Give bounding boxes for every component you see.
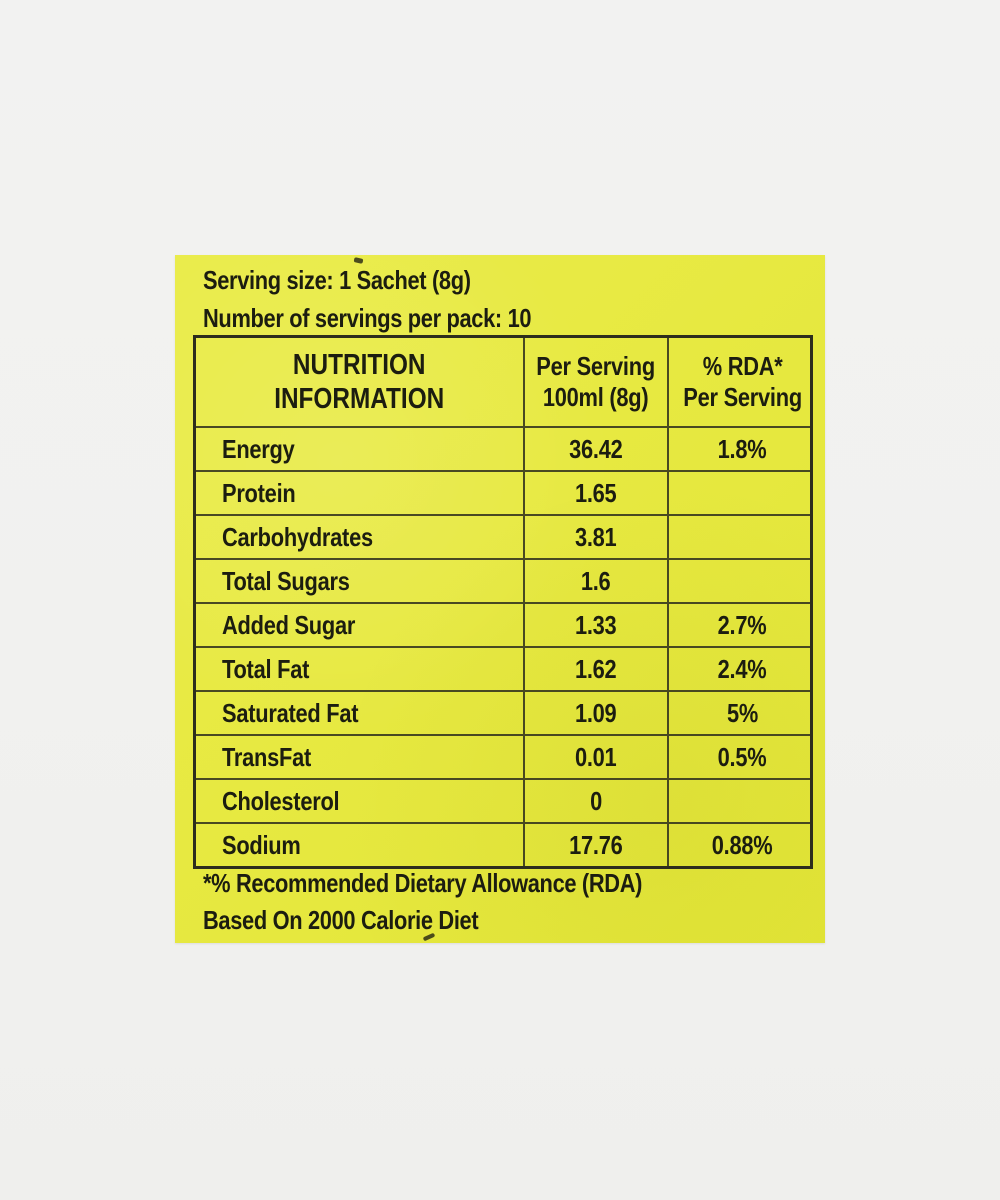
row-label-text: Protein [222,477,296,508]
row-per-serving-value: 1.62 [523,648,667,690]
row-label: Saturated Fat [196,692,523,734]
table-row-carbohydrates: Carbohydrates 3.81 [196,514,810,558]
row-label: Cholesterol [196,780,523,822]
row-per-serving-value: 1.65 [523,472,667,514]
row-per-serving-value: 0 [523,780,667,822]
row-per-serving-value: 0.01 [523,736,667,778]
row-per-serving-text: 3.81 [575,521,617,552]
header-cell-nutrition-information: NUTRITION INFORMATION [196,338,523,426]
row-rda-value: 2.7% [667,604,816,646]
header-nutrition-information-text: NUTRITION INFORMATION [274,349,445,415]
table-row-saturated-fat: Saturated Fat 1.09 5% [196,690,810,734]
footnote-rda-text: *% Recommended Dietary Allowance (RDA) [203,868,643,898]
row-rda-text: 0.88% [712,829,773,860]
row-per-serving-value: 17.76 [523,824,667,866]
row-rda-value: 5% [667,692,816,734]
row-per-serving-value: 3.81 [523,516,667,558]
table-row-transfat: TransFat 0.01 0.5% [196,734,810,778]
row-per-serving-value: 1.6 [523,560,667,602]
row-rda-value: 0.88% [667,824,816,866]
row-label-text: Energy [222,433,295,464]
table-row-total-fat: Total Fat 1.62 2.4% [196,646,810,690]
table-row-energy: Energy 36.42 1.8% [196,426,810,470]
print-speck-top [353,257,364,264]
row-rda-text: 2.4% [718,653,767,684]
footnote-rda: *% Recommended Dietary Allowance (RDA) [203,868,726,899]
row-label-text: TransFat [222,741,312,772]
row-rda-text: 1.8% [718,433,767,464]
row-per-serving-text: 17.76 [569,829,623,860]
servings-per-pack-line: Number of servings per pack: 10 [203,303,594,334]
row-label-text: Sodium [222,829,301,860]
row-label: Added Sugar [196,604,523,646]
nutrition-table: NUTRITION INFORMATION Per Serving 100ml … [193,335,813,869]
table-header-row: NUTRITION INFORMATION Per Serving 100ml … [196,338,810,426]
header-cell-per-serving: Per Serving 100ml (8g) [523,338,667,426]
row-rda-text: 5% [726,697,759,728]
header-rda-per-serving-text: % RDA* Per Serving [683,351,802,412]
row-per-serving-value: 1.09 [523,692,667,734]
servings-per-pack-text: Number of servings per pack: 10 [203,303,532,333]
row-label: Total Sugars [196,560,523,602]
row-per-serving-value: 36.42 [523,428,667,470]
row-per-serving-text: 0.01 [575,741,617,772]
serving-size-text: Serving size: 1 Sachet (8g) [203,265,471,295]
row-rda-value: 2.4% [667,648,816,690]
row-label: TransFat [196,736,523,778]
row-label: Sodium [196,824,523,866]
table-row-cholesterol: Cholesterol 0 [196,778,810,822]
footnote-calorie-diet-text: Based On 2000 Calorie Diet [203,905,479,935]
row-per-serving-text: 1.65 [575,477,617,508]
row-label-text: Saturated Fat [222,697,359,728]
row-rda-text: 0.5% [718,741,767,772]
row-rda-value: 1.8% [667,428,816,470]
table-row-protein: Protein 1.65 [196,470,810,514]
row-per-serving-text: 1.6 [581,565,611,596]
row-label-text: Total Sugars [222,565,350,596]
table-row-added-sugar: Added Sugar 1.33 2.7% [196,602,810,646]
header-per-serving-text: Per Serving 100ml (8g) [536,351,656,412]
row-per-serving-text: 0 [590,785,602,816]
footnote-calorie-diet: Based On 2000 Calorie Diet [203,905,531,936]
row-per-serving-value: 1.33 [523,604,667,646]
row-rda-value [667,472,816,514]
row-label-text: Added Sugar [222,609,356,640]
row-rda-value [667,516,816,558]
row-rda-value: 0.5% [667,736,816,778]
header-cell-rda-per-serving: % RDA* Per Serving [667,338,816,426]
row-label: Energy [196,428,523,470]
nutrition-label: Serving size: 1 Sachet (8g) Number of se… [175,255,825,943]
row-per-serving-text: 1.62 [575,653,617,684]
serving-size-line: Serving size: 1 Sachet (8g) [203,265,522,296]
row-label: Carbohydrates [196,516,523,558]
row-label-text: Total Fat [222,653,310,684]
row-label-text: Carbohydrates [222,521,373,552]
row-per-serving-text: 1.33 [575,609,617,640]
row-label: Protein [196,472,523,514]
table-row-sodium: Sodium 17.76 0.88% [196,822,810,866]
row-per-serving-text: 36.42 [569,433,623,464]
row-per-serving-text: 1.09 [575,697,617,728]
table-row-total-sugars: Total Sugars 1.6 [196,558,810,602]
row-rda-value [667,560,816,602]
row-rda-text: 2.7% [718,609,767,640]
row-label-text: Cholesterol [222,785,340,816]
row-label: Total Fat [196,648,523,690]
row-rda-value [667,780,816,822]
